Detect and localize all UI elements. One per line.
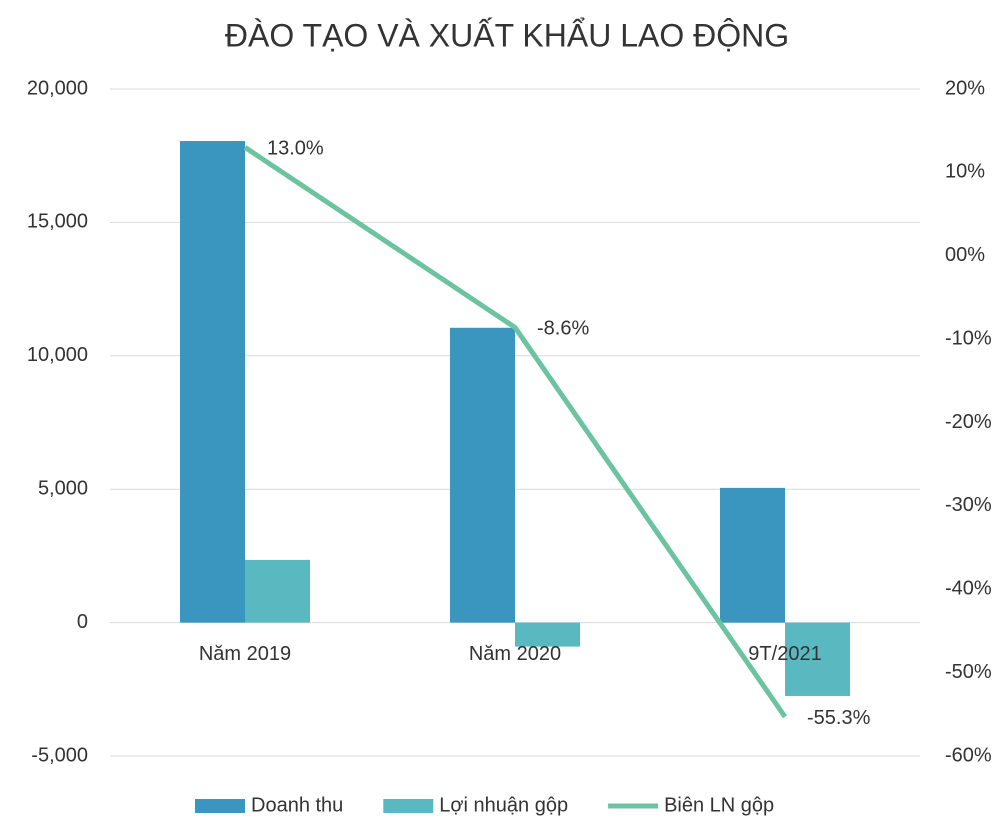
y2-tick-label: -40% (945, 578, 992, 600)
legend-label: Lợi nhuận gộp (439, 794, 568, 816)
bar (720, 487, 785, 623)
y-tick-label: 20,000 (27, 77, 88, 99)
data-label: -8.6% (537, 318, 589, 340)
y-tick-label: 5,000 (38, 477, 88, 499)
x-tick-label: Năm 2019 (199, 643, 291, 665)
bar (180, 141, 245, 623)
legend-label: Doanh thu (251, 794, 343, 816)
data-label: -55.3% (807, 707, 871, 729)
chart-title: ĐÀO TẠO VÀ XUẤT KHẨU LAO ĐỘNG (225, 17, 789, 53)
y2-tick-label: -50% (945, 661, 992, 683)
y-tick-label: 15,000 (27, 211, 88, 233)
y2-tick-label: 00% (945, 244, 985, 266)
x-tick-label: Năm 2020 (469, 643, 561, 665)
x-tick-label: 9T/2021 (748, 643, 821, 665)
bar (785, 622, 850, 696)
y2-tick-label: 20% (945, 77, 985, 99)
data-label: 13.0% (267, 138, 324, 160)
bar (245, 559, 310, 623)
y-tick-label: -5,000 (31, 744, 88, 766)
y2-tick-label: -30% (945, 494, 992, 516)
bar (515, 622, 580, 647)
y2-tick-label: -10% (945, 327, 992, 349)
y-tick-label: 10,000 (27, 344, 88, 366)
y-tick-label: 0 (77, 611, 88, 633)
legend-symbol (383, 799, 434, 813)
y2-tick-label: -60% (945, 744, 992, 766)
y2-tick-label: 10% (945, 161, 985, 183)
line (243, 145, 788, 719)
bar (450, 327, 515, 623)
legend-symbol (195, 799, 245, 813)
legend-label: Biên LN gộp (664, 794, 774, 816)
y2-tick-label: -20% (945, 411, 992, 433)
